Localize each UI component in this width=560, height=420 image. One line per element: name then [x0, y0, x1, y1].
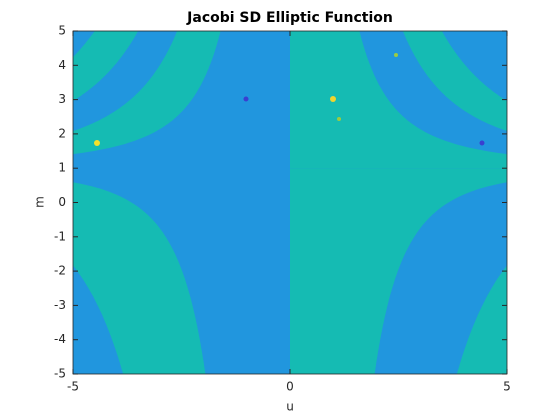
- speck: [479, 140, 485, 146]
- chart-title: Jacobi SD Elliptic Function: [186, 10, 393, 26]
- y-tick-label: -4: [54, 332, 66, 346]
- y-tick-label: 1: [58, 161, 66, 175]
- x-axis-label: u: [286, 400, 294, 414]
- speck: [394, 53, 398, 57]
- y-tick-label: -3: [54, 298, 66, 312]
- y-tick-label: 4: [58, 58, 66, 72]
- y-tick-label: -1: [54, 229, 66, 243]
- y-axis-label: m: [33, 196, 47, 208]
- speck: [243, 96, 249, 102]
- y-tick-label: 3: [58, 92, 66, 106]
- plot-area: [73, 31, 507, 374]
- x-tick-label: 0: [286, 380, 294, 394]
- y-tick-label: 5: [58, 24, 66, 38]
- y-tick-label: 2: [58, 126, 66, 140]
- contour-region: [290, 168, 507, 374]
- contour-region: [290, 31, 507, 169]
- y-tick-label: -2: [54, 264, 66, 278]
- contour-region: [73, 31, 221, 155]
- contour-region: [402, 31, 507, 132]
- contour-region: [456, 265, 507, 374]
- x-tick-label: 5: [503, 380, 511, 394]
- speck: [330, 96, 336, 102]
- x-tick-label: -5: [67, 380, 79, 394]
- y-tick-label: -5: [54, 367, 66, 381]
- speck: [337, 117, 341, 121]
- contour-region: [73, 31, 139, 101]
- specks: [94, 53, 485, 146]
- speck: [94, 140, 100, 146]
- y-tick-label: 0: [58, 195, 66, 209]
- contour-region: [73, 182, 206, 374]
